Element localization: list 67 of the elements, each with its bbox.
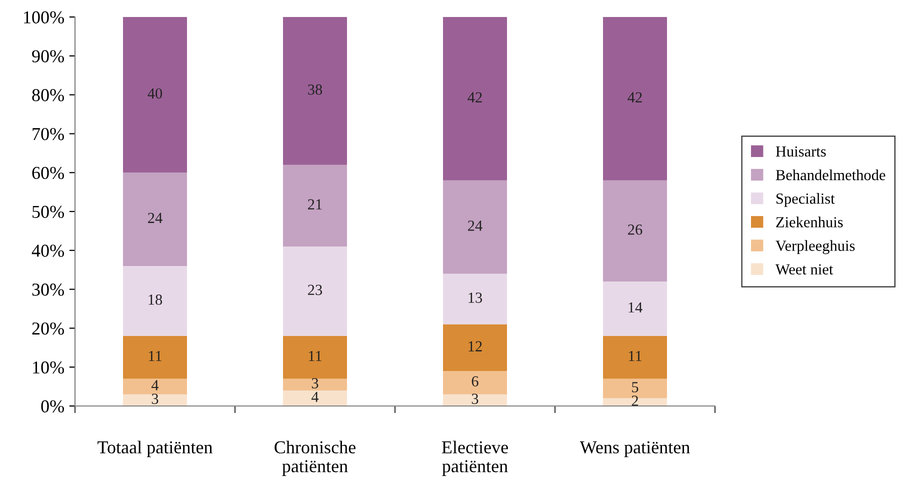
x-tick-label: Totaal patiënten [98, 440, 212, 458]
bar [443, 324, 507, 371]
data-label: 11 [308, 350, 322, 362]
bar [443, 180, 507, 274]
data-label: 24 [148, 212, 162, 223]
y-tick-label: 20% [32, 322, 64, 335]
data-label: 2 [632, 396, 638, 406]
x-tick-label: Electieve patiënten [442, 440, 508, 476]
bar [283, 246, 347, 336]
data-label: 21 [308, 199, 322, 210]
data-label: 4 [151, 380, 159, 390]
bar [123, 17, 187, 173]
bar [283, 390, 347, 406]
data-label: 42 [468, 92, 482, 102]
bar [123, 394, 187, 406]
bar [443, 394, 507, 406]
bar [283, 336, 347, 379]
data-label: 26 [628, 224, 642, 235]
bar [123, 378, 187, 394]
legend-label: Weet niet [775, 264, 834, 275]
y-tick-label: 60% [32, 166, 64, 180]
x-tick-label: Chronische patiënten [274, 440, 356, 476]
data-label: 13 [468, 292, 482, 303]
legend-label: Ziekenhuis [776, 216, 843, 228]
y-tick-label: 0% [41, 400, 64, 412]
legend-label: Verpleeghuis [776, 240, 855, 254]
data-label: 4 [311, 392, 319, 402]
bar [443, 370, 507, 394]
data-label: 3 [312, 378, 318, 388]
data-label: 42 [628, 92, 642, 102]
bar [123, 266, 187, 336]
legend-label: Huisarts [776, 146, 826, 157]
data-label: 3 [472, 394, 478, 404]
data-label: 24 [468, 220, 482, 231]
x-tick-label: Wens patiënten [580, 441, 690, 458]
bar [283, 164, 347, 247]
data-label: 14 [628, 302, 642, 312]
bar [603, 336, 667, 379]
bar [283, 17, 347, 165]
bar [603, 17, 667, 180]
data-label: 11 [628, 350, 642, 362]
bar [443, 17, 507, 180]
y-tick-label: 80% [32, 89, 64, 102]
bar [123, 336, 187, 379]
bar [603, 180, 667, 282]
bar [603, 282, 667, 336]
y-tick-label: 50% [32, 206, 64, 218]
data-label: 23 [308, 284, 322, 296]
data-label: 12 [468, 341, 482, 352]
data-label: 3 [152, 394, 158, 404]
y-tick-label: 100% [24, 11, 64, 24]
y-tick-label: 90% [32, 50, 64, 62]
bar [283, 378, 347, 390]
data-label: 38 [308, 84, 322, 95]
y-tick-label: 40% [32, 244, 64, 257]
data-label: 5 [632, 382, 638, 392]
data-label: 6 [472, 376, 478, 386]
data-label: 18 [148, 294, 162, 305]
legend-label: Behandelmethode [776, 169, 886, 180]
data-label: 40 [148, 88, 162, 99]
y-tick-label: 70% [32, 128, 64, 140]
data-label: 11 [148, 350, 162, 362]
y-tick-label: 10% [33, 361, 64, 374]
legend-label: Specialist [776, 193, 835, 207]
bar [123, 172, 187, 266]
y-tick-label: 30% [32, 284, 64, 296]
bar [443, 274, 507, 324]
